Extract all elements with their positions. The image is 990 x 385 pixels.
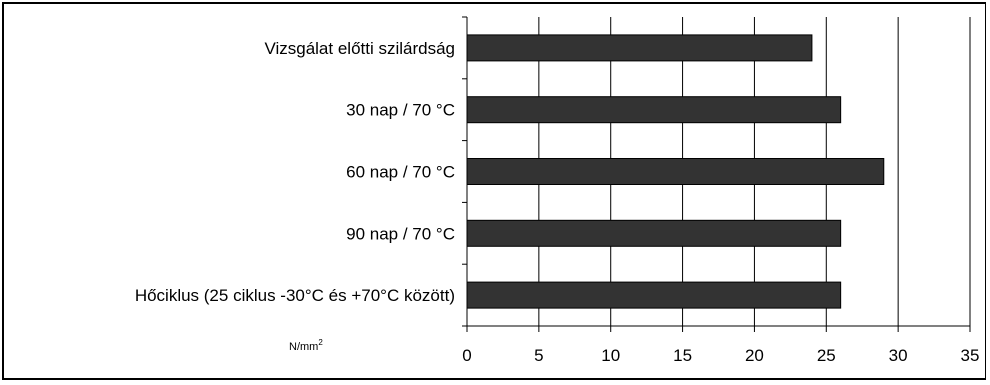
x-tick-label: 35 (961, 346, 980, 365)
x-tick-label: 25 (817, 346, 836, 365)
chart-frame (2, 2, 986, 380)
bar (466, 158, 885, 185)
category-labels: Vizsgálat előtti szilárdság 30 nap / 70 °… (135, 39, 455, 305)
x-axis-unit-label: N/mm2 (289, 338, 323, 353)
x-tick-label: 5 (534, 346, 543, 365)
x-tick-label: 10 (601, 346, 620, 365)
x-tick-label: 30 (889, 346, 908, 365)
category-label: Vizsgálat előtti szilárdság (264, 39, 455, 58)
x-tick-label: 20 (745, 346, 764, 365)
x-tick-label: 15 (673, 346, 692, 365)
axes (462, 16, 971, 332)
tick-labels: 0 5 10 15 20 25 30 35 (462, 346, 979, 365)
bar (466, 34, 813, 62)
category-label: 30 nap / 70 °C (346, 101, 455, 120)
bar (466, 281, 842, 309)
x-tick-label: 0 (462, 346, 471, 365)
bar (466, 96, 842, 124)
category-label: Hőciklus (25 ciklus -30°C és +70°C közöt… (135, 286, 455, 305)
bar (466, 219, 842, 247)
category-label: 60 nap / 70 °C (346, 163, 455, 182)
bars (466, 34, 885, 309)
category-label: 90 nap / 70 °C (346, 224, 455, 243)
